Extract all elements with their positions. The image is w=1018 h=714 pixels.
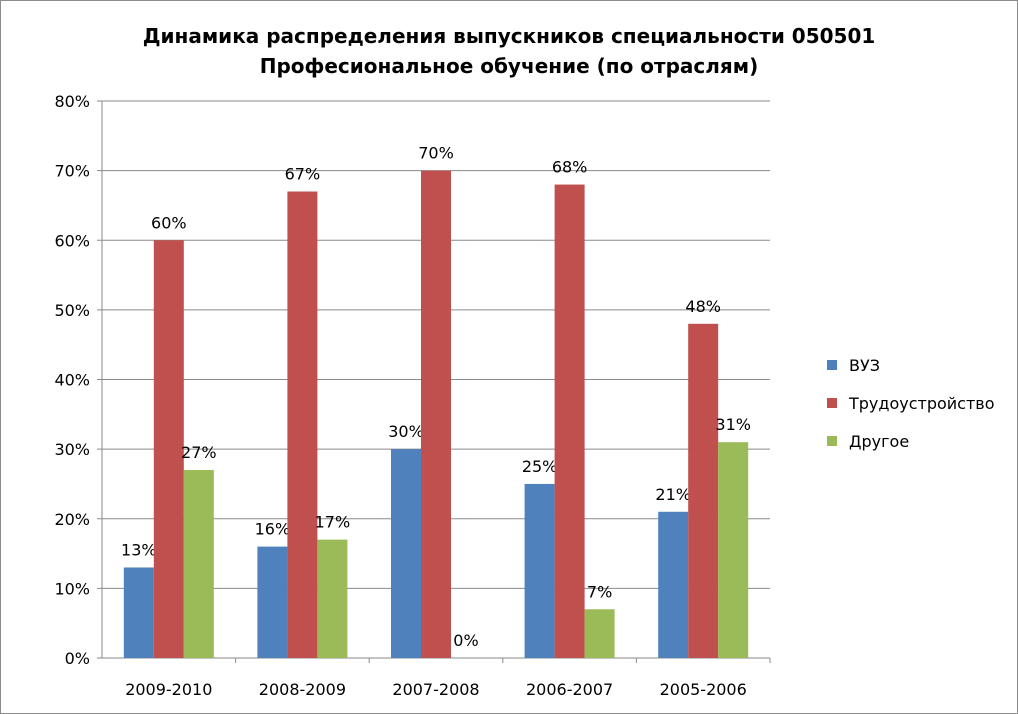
legend-label-employment: Трудоустройство: [849, 393, 995, 413]
legend-item-vuz: ВУЗ: [827, 346, 995, 384]
y-tick-label: 80%: [54, 92, 90, 111]
legend-label-other: Другое: [849, 431, 910, 451]
legend-item-other: Другое: [827, 422, 995, 460]
x-tick-label: 2007-2008: [392, 680, 479, 699]
bar: [658, 511, 689, 658]
data-label: 7%: [587, 582, 612, 601]
y-tick-label: 40%: [54, 371, 90, 390]
data-label: 13%: [121, 540, 157, 559]
y-tick-label: 60%: [54, 231, 90, 250]
data-label: 27%: [181, 443, 217, 462]
chart-title-line2: Професиональное обучение (по отраслям): [259, 54, 759, 78]
data-label: 67%: [285, 165, 321, 184]
y-tick-label: 70%: [54, 162, 90, 181]
legend-item-employment: Трудоустройство: [827, 384, 995, 422]
legend-swatch-other: [827, 436, 837, 446]
data-label: 48%: [685, 297, 721, 316]
bar: [554, 184, 585, 659]
legend-swatch-vuz: [827, 360, 837, 370]
data-label: 70%: [418, 144, 454, 163]
bar: [287, 191, 318, 658]
data-label: 31%: [715, 415, 751, 434]
data-label: 68%: [552, 158, 588, 177]
y-tick-label: 10%: [54, 579, 90, 598]
legend-label-vuz: ВУЗ: [849, 355, 880, 375]
chart-title-line1: Динамика распределения выпускников специ…: [142, 24, 876, 48]
data-label: 25%: [522, 457, 558, 476]
y-tick-label: 50%: [54, 301, 90, 320]
bar: [524, 483, 555, 658]
data-label: 21%: [655, 485, 691, 504]
data-label: 17%: [315, 513, 351, 532]
bar: [257, 546, 288, 658]
x-tick-label: 2006-2007: [526, 680, 613, 699]
data-label: 30%: [388, 422, 424, 441]
x-tick-label: 2008-2009: [259, 680, 346, 699]
bar: [153, 240, 184, 658]
bar: [421, 170, 451, 658]
bar: [317, 539, 348, 658]
x-tick-label: 2009-2010: [125, 680, 212, 699]
data-label: 16%: [255, 520, 291, 539]
bar: [688, 323, 719, 658]
legend: ВУЗ Трудоустройство Другое: [827, 346, 995, 460]
y-tick-label: 0%: [65, 649, 90, 668]
data-label: 60%: [151, 213, 187, 232]
data-label: 0%: [453, 631, 478, 650]
x-tick-label: 2005-2006: [660, 680, 747, 699]
bar: [183, 470, 214, 658]
legend-swatch-employment: [827, 398, 837, 408]
chart-title: Динамика распределения выпускников специ…: [1, 21, 1017, 81]
bar: [123, 567, 154, 658]
bar: [718, 442, 749, 658]
y-tick-label: 20%: [54, 510, 90, 529]
bar: [391, 449, 421, 658]
bar: [584, 609, 615, 658]
y-tick-label: 30%: [54, 440, 90, 459]
